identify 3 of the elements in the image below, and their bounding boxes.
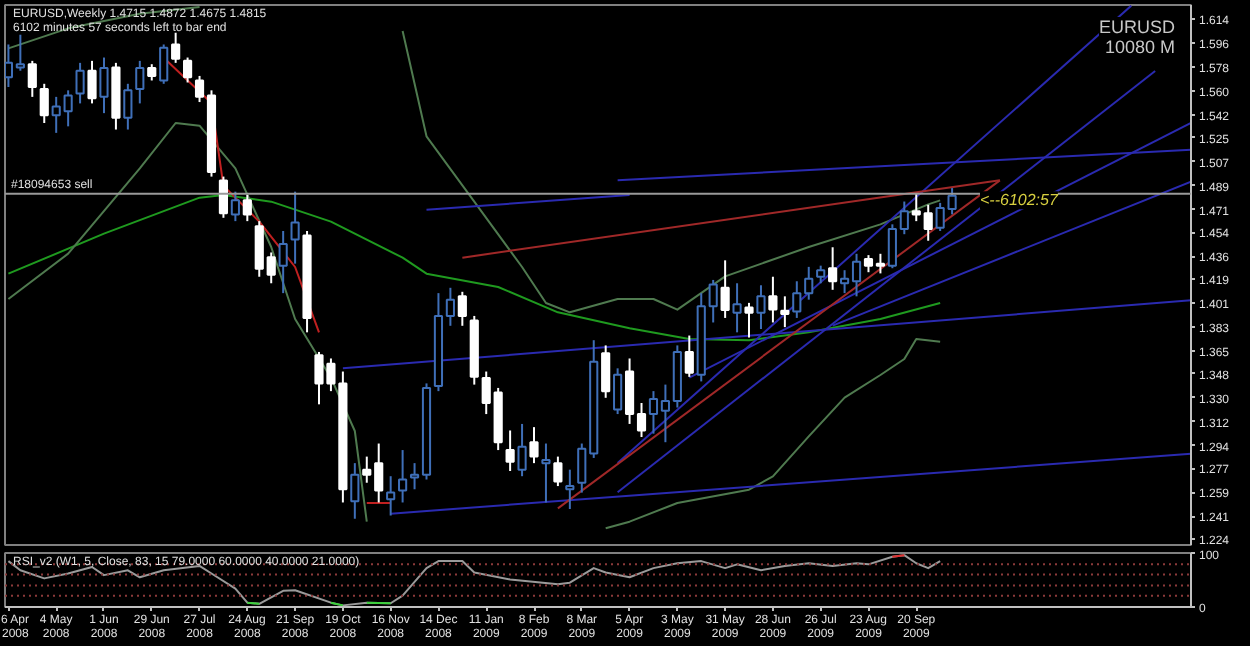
annotation: <--6102:57	[979, 191, 1059, 210]
annotation: 10080 M	[1104, 37, 1176, 57]
annotation: EURUSD	[1098, 17, 1176, 37]
